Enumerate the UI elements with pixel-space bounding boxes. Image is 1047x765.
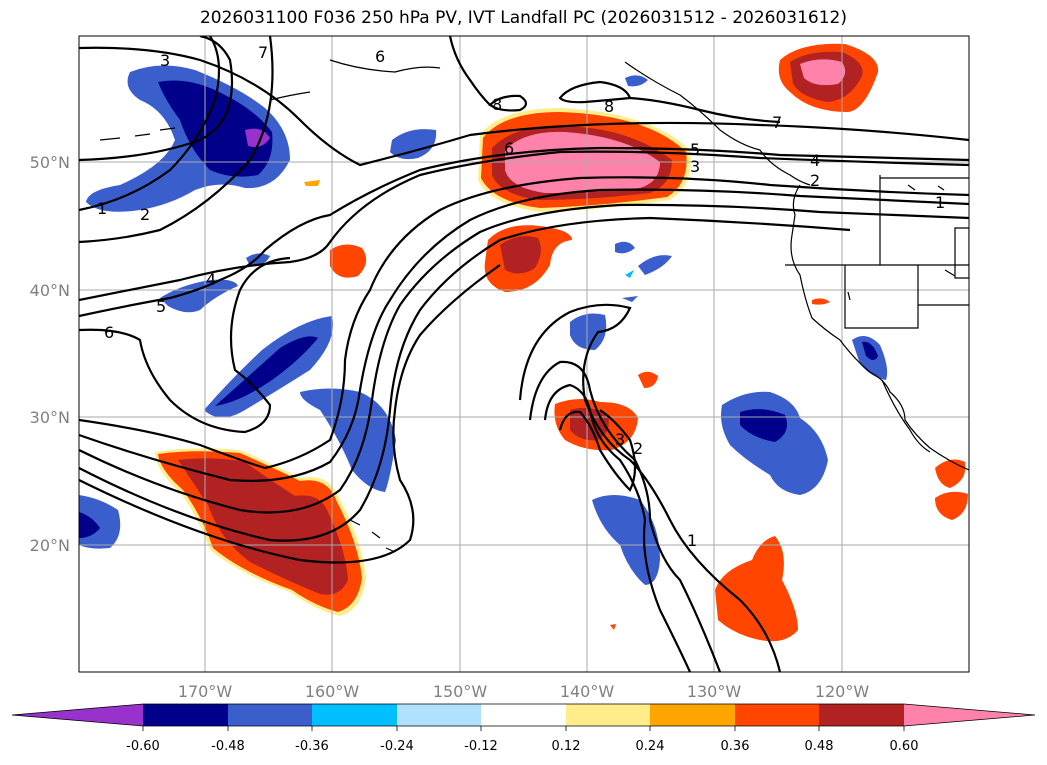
pv-region: [935, 491, 968, 520]
colorbar-tick-label: -0.12: [464, 739, 498, 754]
colorbar: -0.60 -0.48 -0.36 -0.24 -0.12 0.12 0.24 …: [11, 703, 1036, 754]
colorbar-segment: [735, 704, 819, 726]
contour-label: 1: [935, 193, 945, 212]
lon-tick-label: 130°W: [687, 682, 742, 701]
contour-lines: [79, 36, 969, 672]
pv-region: [935, 459, 966, 488]
contour-label: 6: [504, 139, 514, 158]
contour-label: 1: [687, 531, 697, 550]
coastlines: [99, 59, 969, 553]
contour-label: 8: [492, 95, 502, 114]
pv-region: [390, 129, 437, 160]
contour-label: 6: [375, 47, 385, 66]
contour-label-group: 3 7 6 8 8 6 5 3 7 4 2 1 1 2 4 5 6 3 2 1: [97, 43, 945, 550]
colorbar-tick-label: 0.48: [805, 739, 834, 754]
colorbar-tick-label: -0.36: [295, 739, 329, 754]
pv-region: [862, 341, 878, 360]
pv-region: [615, 241, 635, 254]
contour-label: 6: [104, 323, 114, 342]
colorbar-tick-label: -0.48: [211, 739, 245, 754]
pv-region: [160, 279, 238, 313]
colorbar-tick-label: 0.36: [721, 739, 750, 754]
contour-label: 1: [97, 199, 107, 218]
pv-region: [300, 388, 396, 492]
colorbar-tick-label: 0.12: [552, 739, 581, 754]
contour-label: 3: [160, 51, 170, 70]
pv-region: [330, 244, 367, 278]
contour-label: 2: [140, 205, 150, 224]
contour-label: 5: [156, 297, 166, 316]
contour-label: 4: [810, 151, 820, 170]
pv-negative-regions: [79, 65, 888, 585]
lat-tick-label: 30°N: [30, 408, 70, 427]
pv-region: [638, 371, 658, 388]
contour-label: 5: [690, 140, 700, 159]
lon-tick-label: 150°W: [433, 682, 488, 701]
pv-region: [592, 495, 660, 585]
map-area: 3 7 6 8 8 6 5 3 7 4 2 1 1 2 4 5 6 3 2 1: [79, 36, 969, 672]
colorbar-extend-max: [904, 704, 1035, 726]
pv-region: [500, 236, 541, 274]
pv-region: [304, 180, 320, 186]
map-title: 2026031100 F036 250 hPa PV, IVT Landfall…: [199, 8, 847, 28]
contour-label: 3: [690, 157, 700, 176]
map-frame: [78, 35, 970, 673]
lon-tick-label: 120°W: [815, 682, 870, 701]
colorbar-segment: [397, 704, 481, 726]
pv-region: [625, 75, 648, 87]
colorbar-extend-min: [12, 704, 143, 726]
pv-region: [812, 298, 830, 305]
lon-tick-label: 140°W: [560, 682, 615, 701]
colorbar-tick-label: -0.60: [126, 739, 160, 754]
pv-region: [79, 512, 100, 538]
lon-tick-label: 170°W: [178, 682, 233, 701]
pv-region: [625, 270, 634, 278]
lat-tick-label: 20°N: [30, 536, 70, 555]
colorbar-segment: [228, 704, 312, 726]
contour-label: 2: [633, 439, 643, 458]
colorbar-segment: [819, 704, 904, 726]
colorbar-tick-label: -0.24: [380, 739, 414, 754]
contour-label: 3: [615, 430, 625, 449]
lat-axis: 50°N 40°N 30°N 20°N: [30, 153, 70, 555]
lat-tick-label: 40°N: [30, 281, 70, 300]
colorbar-segment: [312, 704, 397, 726]
colorbar-tick-label: 0.60: [890, 739, 919, 754]
pv-region: [638, 255, 672, 275]
colorbar-tick-label: 0.24: [636, 739, 665, 754]
pv-region: [715, 536, 798, 642]
colorbar-segment: [481, 704, 566, 726]
pv-region: [610, 624, 616, 630]
pv-region: [570, 313, 607, 350]
colorbar-segment: [566, 704, 650, 726]
colorbar-segment: [143, 704, 228, 726]
gridlines: [79, 36, 969, 672]
contour-label: 4: [206, 270, 216, 289]
pv-region: [800, 59, 846, 86]
contour-label: 8: [604, 97, 614, 116]
colorbar-segment: [650, 704, 735, 726]
lat-tick-label: 50°N: [30, 153, 70, 172]
lon-axis: 170°W 160°W 150°W 140°W 130°W 120°W: [178, 682, 870, 701]
pv-region: [622, 296, 638, 302]
contour-label: 2: [810, 171, 820, 190]
pv-region: [215, 336, 318, 406]
contour-label: 7: [258, 43, 268, 62]
lon-tick-label: 160°W: [305, 682, 360, 701]
contour-label: 7: [772, 113, 782, 132]
